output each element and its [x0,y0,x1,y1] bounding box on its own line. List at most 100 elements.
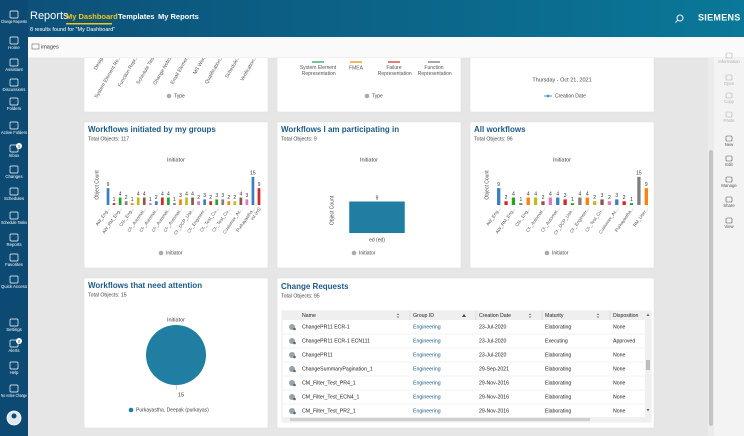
row-icon-badge [293,369,296,373]
value-label: 4 [143,191,146,197]
nav-icon[interactable] [9,361,19,370]
nav-icon[interactable] [9,253,19,262]
nav-icon[interactable] [9,275,19,284]
command-label[interactable]: Copy [724,99,735,104]
nav-label[interactable]: Schedule Tasks [1,220,27,225]
nav-label[interactable]: Inbox [9,153,20,158]
nav-label[interactable]: Quick Access [1,284,27,289]
command-icon[interactable] [725,217,733,224]
value-label: 2 [505,195,508,201]
nav-label[interactable]: Help [10,370,19,375]
command-icon[interactable] [725,196,733,203]
app-title: Reports [30,10,69,22]
nav-label[interactable]: No Active Change [1,393,27,398]
bar [622,201,626,205]
command-icon[interactable] [725,135,733,142]
command-label[interactable]: New [725,142,734,147]
bar [637,176,641,205]
command-icon[interactable] [725,111,733,118]
nav-icon[interactable] [9,10,19,19]
value-label: 4 [527,191,530,197]
value-label: 2 [542,195,545,201]
command-label[interactable]: Share [723,203,735,208]
nav-icon[interactable] [9,97,19,106]
command-label[interactable]: View [724,224,734,229]
nav-label[interactable]: Home [8,45,20,50]
sort-icon [462,314,466,317]
cell: None [613,381,626,387]
command-label[interactable]: Edit [725,162,733,167]
toolbar-button[interactable]: images [41,44,59,50]
tab[interactable]: My Reports [158,12,199,21]
nav-icon[interactable] [9,165,19,174]
sort-icon [596,313,600,318]
nav-icon[interactable] [9,318,19,327]
table-hscroll-thumb[interactable] [290,418,590,421]
command-icon[interactable] [725,92,733,99]
command-icon[interactable] [725,52,733,59]
nav-label[interactable]: Active Folders [1,130,27,135]
cell: Elaborating [545,325,571,331]
search-icon[interactable] [676,14,684,22]
command-icon[interactable] [725,74,733,81]
row-name: ChangePR11 [302,353,333,359]
table-vscroll-thumb[interactable] [646,360,650,370]
bar [136,197,140,205]
nav-label[interactable]: Alerts [9,348,20,353]
badge [16,338,22,344]
column-header[interactable]: Maturity [545,313,564,319]
command-label[interactable]: Open [724,81,735,86]
cell[interactable]: Engineering [413,325,441,331]
value-label: 1 [113,197,116,203]
bar [585,197,589,205]
nav-label[interactable]: Settings [6,327,22,332]
cell[interactable]: Engineering [413,409,441,415]
bar [185,197,188,205]
scroll-thumb[interactable] [709,150,713,426]
nav-label[interactable]: Favorites [5,262,23,267]
tab[interactable]: My Dashboard [66,12,118,21]
nav-icon[interactable] [9,36,19,45]
command-label[interactable]: Information [718,59,740,64]
row-name: CM_Filter_Test_PR2_1 [302,409,356,415]
column-header[interactable]: Disposition [613,313,638,319]
bar [245,199,249,205]
nav-label[interactable]: Assistant [5,67,23,72]
tab[interactable]: Templates [118,12,155,21]
category-label: ed (ed) [369,237,385,243]
value-label: 9 [376,195,379,201]
nav-label[interactable]: Schedules [4,196,24,201]
column-header[interactable]: Creation Date [479,313,511,319]
command-icon[interactable] [725,176,733,183]
nav-label[interactable]: Change Requests [1,19,27,24]
nav-label[interactable]: Discussions [3,87,26,92]
column-header[interactable]: Name [302,313,316,319]
cell[interactable]: Engineering [413,353,441,359]
cell[interactable]: Engineering [413,367,441,373]
command-label[interactable]: Paste [724,118,736,123]
cell[interactable]: Engineering [413,381,441,387]
nav-icon[interactable] [9,211,19,220]
image-icon[interactable] [31,43,40,50]
nav-icon[interactable] [9,78,19,87]
card [83,121,269,269]
nav-icon[interactable] [9,58,19,67]
bar [497,188,501,205]
nav-icon[interactable] [9,187,19,196]
nav-icon[interactable] [9,233,19,242]
cell: None [613,325,626,331]
nav-label[interactable]: Changes [5,174,22,179]
row-name: CM_Filter_Test_ECN4_1 [302,395,359,401]
command-label[interactable]: Manage [721,183,737,188]
nav-label[interactable]: Folders [7,106,21,111]
column-header[interactable]: Group ID [413,313,434,319]
nav-icon[interactable] [9,121,19,130]
cell[interactable]: Engineering [413,395,441,401]
cell[interactable]: Engineering [413,339,441,345]
command-icon[interactable] [725,155,733,162]
nav-icon[interactable] [9,384,19,393]
legend-label: Initiator [359,251,376,257]
pie-slice [146,325,206,385]
legend-label: Type [372,94,383,100]
nav-label[interactable]: Reports [6,242,21,247]
